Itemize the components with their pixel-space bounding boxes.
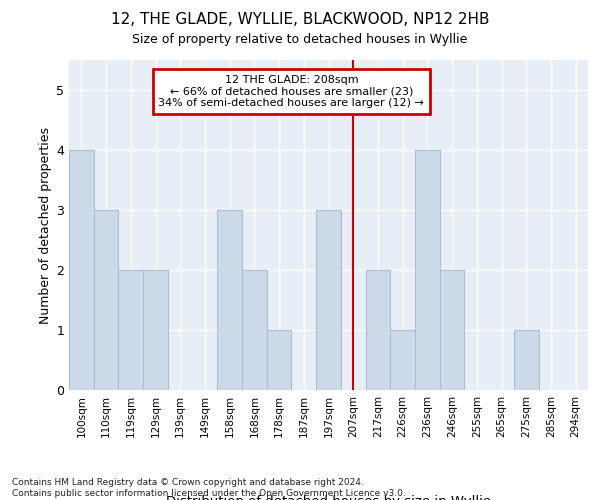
Text: Contains HM Land Registry data © Crown copyright and database right 2024.
Contai: Contains HM Land Registry data © Crown c… xyxy=(12,478,406,498)
Bar xyxy=(514,330,539,390)
Bar xyxy=(143,270,168,390)
Bar xyxy=(94,210,118,390)
Text: 12 THE GLADE: 208sqm
← 66% of detached houses are smaller (23)
34% of semi-detac: 12 THE GLADE: 208sqm ← 66% of detached h… xyxy=(158,75,424,108)
Y-axis label: Number of detached properties: Number of detached properties xyxy=(39,126,52,324)
Bar xyxy=(267,330,292,390)
Bar xyxy=(242,270,267,390)
X-axis label: Distribution of detached houses by size in Wyllie: Distribution of detached houses by size … xyxy=(166,496,491,500)
Bar xyxy=(118,270,143,390)
Bar xyxy=(316,210,341,390)
Text: Size of property relative to detached houses in Wyllie: Size of property relative to detached ho… xyxy=(133,32,467,46)
Bar xyxy=(390,330,415,390)
Bar xyxy=(365,270,390,390)
Bar xyxy=(440,270,464,390)
Bar xyxy=(217,210,242,390)
Text: 12, THE GLADE, WYLLIE, BLACKWOOD, NP12 2HB: 12, THE GLADE, WYLLIE, BLACKWOOD, NP12 2… xyxy=(111,12,489,28)
Bar xyxy=(415,150,440,390)
Bar xyxy=(69,150,94,390)
